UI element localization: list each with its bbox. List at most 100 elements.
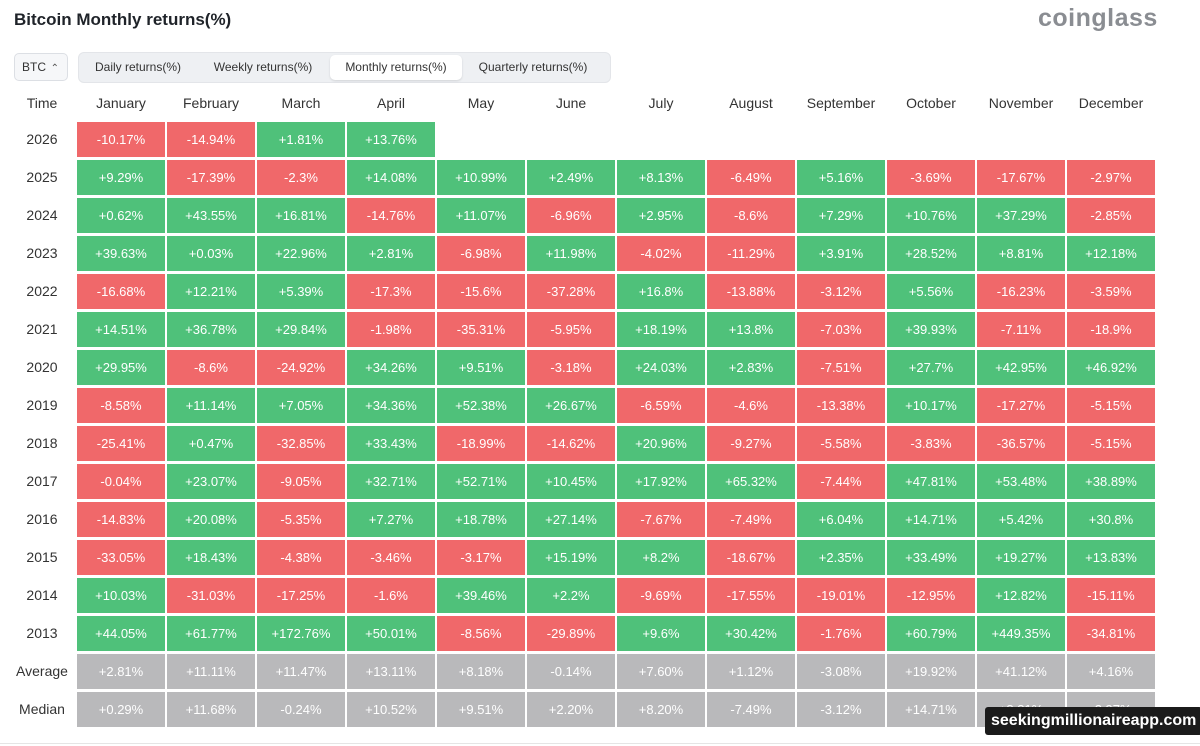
return-cell: +30.8% xyxy=(1067,502,1155,537)
column-header: March xyxy=(281,95,321,111)
return-cell: -8.6% xyxy=(167,350,255,385)
return-cell: -7.51% xyxy=(797,350,885,385)
logo: coinglass xyxy=(1038,4,1158,32)
return-cell: -10.17% xyxy=(77,122,165,157)
return-cell: -32.85% xyxy=(257,426,345,461)
return-cell: +36.78% xyxy=(167,312,255,347)
summary-cell: +7.60% xyxy=(617,654,705,689)
return-cell: +52.71% xyxy=(437,464,525,499)
return-cell: -16.23% xyxy=(977,274,1065,309)
tab[interactable]: Monthly returns(%) xyxy=(330,55,462,80)
return-cell: +12.18% xyxy=(1067,236,1155,271)
return-cell: -5.15% xyxy=(1067,388,1155,423)
row-label: 2023 xyxy=(26,245,58,261)
column-header: May xyxy=(467,95,495,111)
return-cell: -13.88% xyxy=(707,274,795,309)
return-cell: +39.63% xyxy=(77,236,165,271)
return-cell: +10.17% xyxy=(887,388,975,423)
return-cell: +14.71% xyxy=(887,502,975,537)
return-cell: -14.83% xyxy=(77,502,165,537)
return-cell: -7.11% xyxy=(977,312,1065,347)
return-cell: +44.05% xyxy=(77,616,165,651)
return-cell: +47.81% xyxy=(887,464,975,499)
return-cell: -1.6% xyxy=(347,578,435,613)
return-cell: +43.55% xyxy=(167,198,255,233)
return-cell: +10.99% xyxy=(437,160,525,195)
return-cell: +29.95% xyxy=(77,350,165,385)
return-cell: -16.68% xyxy=(77,274,165,309)
return-cell: -37.28% xyxy=(527,274,615,309)
tab[interactable]: Weekly returns(%) xyxy=(213,60,313,74)
return-cell: +18.43% xyxy=(167,540,255,575)
return-cell: +3.91% xyxy=(797,236,885,271)
return-cell: +11.98% xyxy=(527,236,615,271)
return-cell: +37.29% xyxy=(977,198,1065,233)
return-cell: +20.08% xyxy=(167,502,255,537)
return-cell: -15.11% xyxy=(1067,578,1155,613)
row-label: 2019 xyxy=(26,397,58,413)
return-cell: +5.16% xyxy=(797,160,885,195)
summary-cell: +14.71% xyxy=(887,692,975,727)
return-cell: +449.35% xyxy=(977,616,1065,651)
return-cell: +1.81% xyxy=(257,122,345,157)
return-cell: +65.32% xyxy=(707,464,795,499)
tab[interactable]: Daily returns(%) xyxy=(94,60,181,74)
divider xyxy=(0,743,1200,744)
return-cell: -17.55% xyxy=(707,578,795,613)
return-cell: +28.52% xyxy=(887,236,975,271)
return-cell: +10.76% xyxy=(887,198,975,233)
return-cell: -33.05% xyxy=(77,540,165,575)
return-cell: -6.59% xyxy=(617,388,705,423)
return-cell: -18.67% xyxy=(707,540,795,575)
column-header: December xyxy=(1078,95,1144,111)
return-cell: -0.04% xyxy=(77,464,165,499)
return-cell: +172.76% xyxy=(257,616,345,651)
return-cell: +42.95% xyxy=(977,350,1065,385)
return-cell: +12.21% xyxy=(167,274,255,309)
summary-cell: +19.92% xyxy=(887,654,975,689)
return-cell: +61.77% xyxy=(167,616,255,651)
summary-cell: +13.11% xyxy=(347,654,435,689)
return-cell: +9.6% xyxy=(617,616,705,651)
return-cell: -15.6% xyxy=(437,274,525,309)
return-cell: +8.13% xyxy=(617,160,705,195)
column-header: June xyxy=(555,95,587,111)
return-cell: +52.38% xyxy=(437,388,525,423)
summary-cell: +11.68% xyxy=(167,692,255,727)
return-cell: +26.67% xyxy=(527,388,615,423)
return-cell: -9.05% xyxy=(257,464,345,499)
return-cell: -4.02% xyxy=(617,236,705,271)
summary-cell: +4.16% xyxy=(1067,654,1155,689)
return-cell: -17.3% xyxy=(347,274,435,309)
return-cell: +53.48% xyxy=(977,464,1065,499)
return-cell: +9.51% xyxy=(437,350,525,385)
coin-selector[interactable]: BTC xyxy=(14,53,68,82)
return-cell: +33.49% xyxy=(887,540,975,575)
return-cell: -7.03% xyxy=(797,312,885,347)
return-cell: -8.58% xyxy=(77,388,165,423)
return-cell: +2.35% xyxy=(797,540,885,575)
return-cell: -17.27% xyxy=(977,388,1065,423)
return-cell: +19.27% xyxy=(977,540,1065,575)
summary-cell: +11.11% xyxy=(167,654,255,689)
return-cell: +38.89% xyxy=(1067,464,1155,499)
return-cell: +16.8% xyxy=(617,274,705,309)
return-cell: +10.45% xyxy=(527,464,615,499)
row-label: Average xyxy=(16,663,68,679)
return-cell: +2.95% xyxy=(617,198,705,233)
return-cell: +2.2% xyxy=(527,578,615,613)
return-cell: -3.83% xyxy=(887,426,975,461)
return-cell: -3.46% xyxy=(347,540,435,575)
return-cell: +13.76% xyxy=(347,122,435,157)
return-cell: -13.38% xyxy=(797,388,885,423)
return-cell: -1.76% xyxy=(797,616,885,651)
return-cell: -8.56% xyxy=(437,616,525,651)
return-cell: -1.98% xyxy=(347,312,435,347)
tab[interactable]: Quarterly returns(%) xyxy=(478,60,588,74)
return-cell: -34.81% xyxy=(1067,616,1155,651)
return-cell: +34.26% xyxy=(347,350,435,385)
return-cell: -17.25% xyxy=(257,578,345,613)
column-header: October xyxy=(906,95,956,111)
summary-cell: +8.20% xyxy=(617,692,705,727)
